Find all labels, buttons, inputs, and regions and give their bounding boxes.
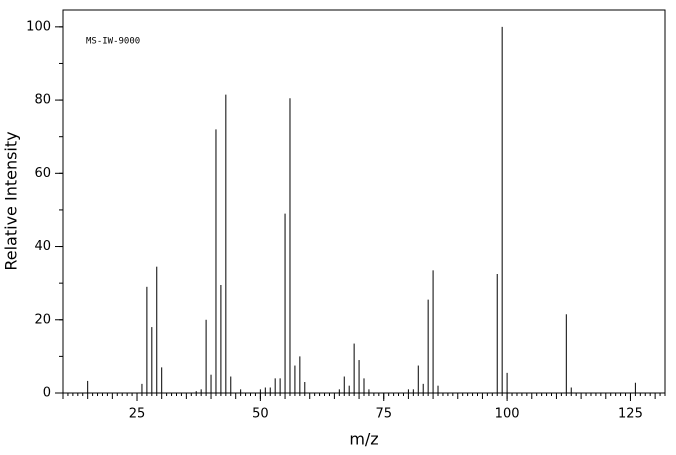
y-tick-label: 20 xyxy=(34,312,51,327)
y-tick-label: 60 xyxy=(34,166,51,181)
x-axis-title: m/z xyxy=(349,430,378,449)
x-tick-label: 50 xyxy=(252,407,269,422)
y-axis-title: Relative Intensity xyxy=(2,131,21,270)
x-tick-label: 125 xyxy=(618,407,643,422)
y-tick-label: 80 xyxy=(34,93,51,108)
y-tick-label: 0 xyxy=(43,386,51,401)
annotation: MS-IW-9000 xyxy=(86,37,140,47)
y-tick-label: 40 xyxy=(34,239,51,254)
x-tick-label: 100 xyxy=(495,407,520,422)
x-tick-label: 25 xyxy=(129,407,146,422)
y-tick-label: 100 xyxy=(26,19,51,34)
x-tick-label: 75 xyxy=(375,407,392,422)
plot-frame xyxy=(62,9,666,394)
